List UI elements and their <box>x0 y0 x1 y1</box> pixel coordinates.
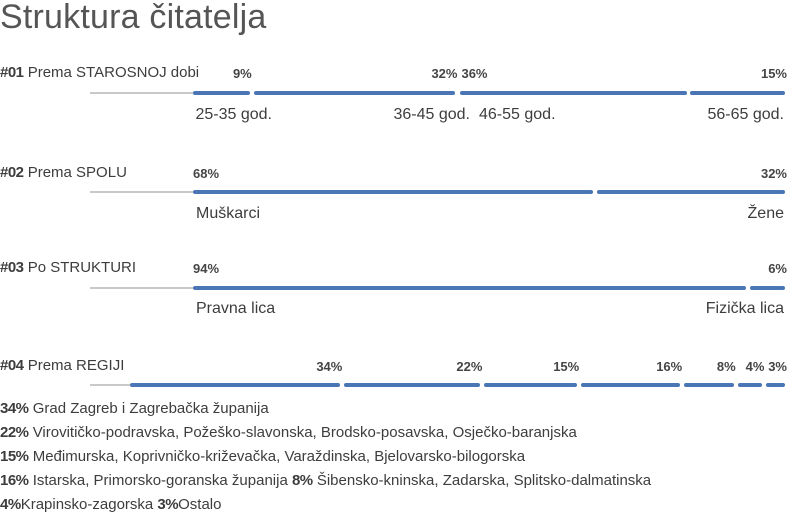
section-number: #04 <box>0 357 24 374</box>
legend-row: 34% Grad Zagreb i Zagrebačka županija <box>0 400 269 417</box>
percent-label: 15% <box>553 359 580 374</box>
section-header: #03 Po STRUKTURI <box>0 259 136 276</box>
baseline <box>90 92 193 94</box>
category-label: 25-35 god. <box>195 106 272 123</box>
category-label: 46-55 god. <box>479 106 556 123</box>
section-label: Prema REGIJI <box>23 357 125 374</box>
legend-text: Ostalo <box>178 496 222 513</box>
percent-label: 22% <box>456 359 483 374</box>
legend-text: Šibensko-kninska, Zadarska, Splitsko-dal… <box>312 472 652 489</box>
category-label: 56-65 god. <box>707 106 784 123</box>
section-header: #01 Prema STAROSNOJ dobi <box>0 64 199 81</box>
legend-row: 16% Istarska, Primorsko-goranska županij… <box>0 472 651 489</box>
percent-label: 6% <box>768 261 787 276</box>
legend-percent: 8% <box>291 472 313 489</box>
legend-text: Grad Zagreb i Zagrebačka županija <box>28 400 269 417</box>
category-label: Pravna lica <box>196 300 276 317</box>
section-header: #02 Prema SPOLU <box>0 164 127 181</box>
legend-percent: 34% <box>0 400 29 417</box>
percent-label: 4% <box>745 359 765 374</box>
section-number: #02 <box>0 164 24 181</box>
percent-label: 9% <box>232 66 252 81</box>
legend-text: Međimurska, Koprivničko-križevačka, Vara… <box>28 448 526 465</box>
bar-segment <box>193 91 250 95</box>
bar-segment <box>766 383 785 387</box>
bar-segment <box>130 383 341 387</box>
percent-label: 34% <box>316 359 343 374</box>
section-label: Po STRUKTURI <box>23 259 137 276</box>
percent-label: 15% <box>760 66 787 81</box>
percent-label: 8% <box>716 359 736 374</box>
percent-label: 32% <box>431 66 458 81</box>
category-label: 36-45 god. <box>393 106 470 123</box>
bar-segment <box>459 91 687 95</box>
percent-label: 68% <box>193 166 220 181</box>
bar-segment <box>193 190 593 194</box>
bar-segment <box>690 91 785 95</box>
baseline <box>90 287 193 289</box>
percent-label: 16% <box>656 359 683 374</box>
percent-label: 36% <box>461 66 488 81</box>
bar-segment <box>344 383 481 387</box>
legend-text: Krapinsko-zagorska <box>20 496 158 513</box>
percent-label: 94% <box>193 261 220 276</box>
section-number: #03 <box>0 259 24 276</box>
bar-segment <box>253 91 456 95</box>
legend-text: Istarska, Primorsko-goranska županija <box>28 472 292 489</box>
baseline <box>90 191 193 193</box>
page-title: Struktura čitatelja <box>0 0 267 36</box>
bar-segment <box>596 190 785 194</box>
category-label: Fizička lica <box>705 300 784 317</box>
category-label: Muškarci <box>196 205 261 222</box>
legend-row: 4%Krapinsko-zagorska 3%Ostalo <box>0 496 221 513</box>
category-label: Žene <box>747 205 784 222</box>
percent-label: 3% <box>768 359 787 374</box>
bar-segment <box>737 383 763 387</box>
bar-segment <box>484 383 578 387</box>
legend-percent: 3% <box>157 496 179 513</box>
bar-segment <box>193 286 746 290</box>
section-header: #04 Prema REGIJI <box>0 357 124 374</box>
bar-segment <box>749 286 785 290</box>
baseline <box>90 384 130 386</box>
section-label: Prema STAROSNOJ dobi <box>23 64 200 81</box>
legend-row: 22% Virovitičko-podravska, Požeško-slavo… <box>0 424 577 441</box>
legend-text: Virovitičko-podravska, Požeško-slavonska… <box>28 424 577 441</box>
bar-segment <box>684 383 734 387</box>
section-label: Prema SPOLU <box>23 164 127 181</box>
section-number: #01 <box>0 64 24 81</box>
legend-percent: 16% <box>0 472 29 489</box>
percent-label: 32% <box>760 166 787 181</box>
legend-percent: 4% <box>0 496 21 513</box>
legend-percent: 22% <box>0 424 29 441</box>
legend-row: 15% Međimurska, Koprivničko-križevačka, … <box>0 448 525 465</box>
bar-segment <box>581 383 681 387</box>
legend-percent: 15% <box>0 448 29 465</box>
